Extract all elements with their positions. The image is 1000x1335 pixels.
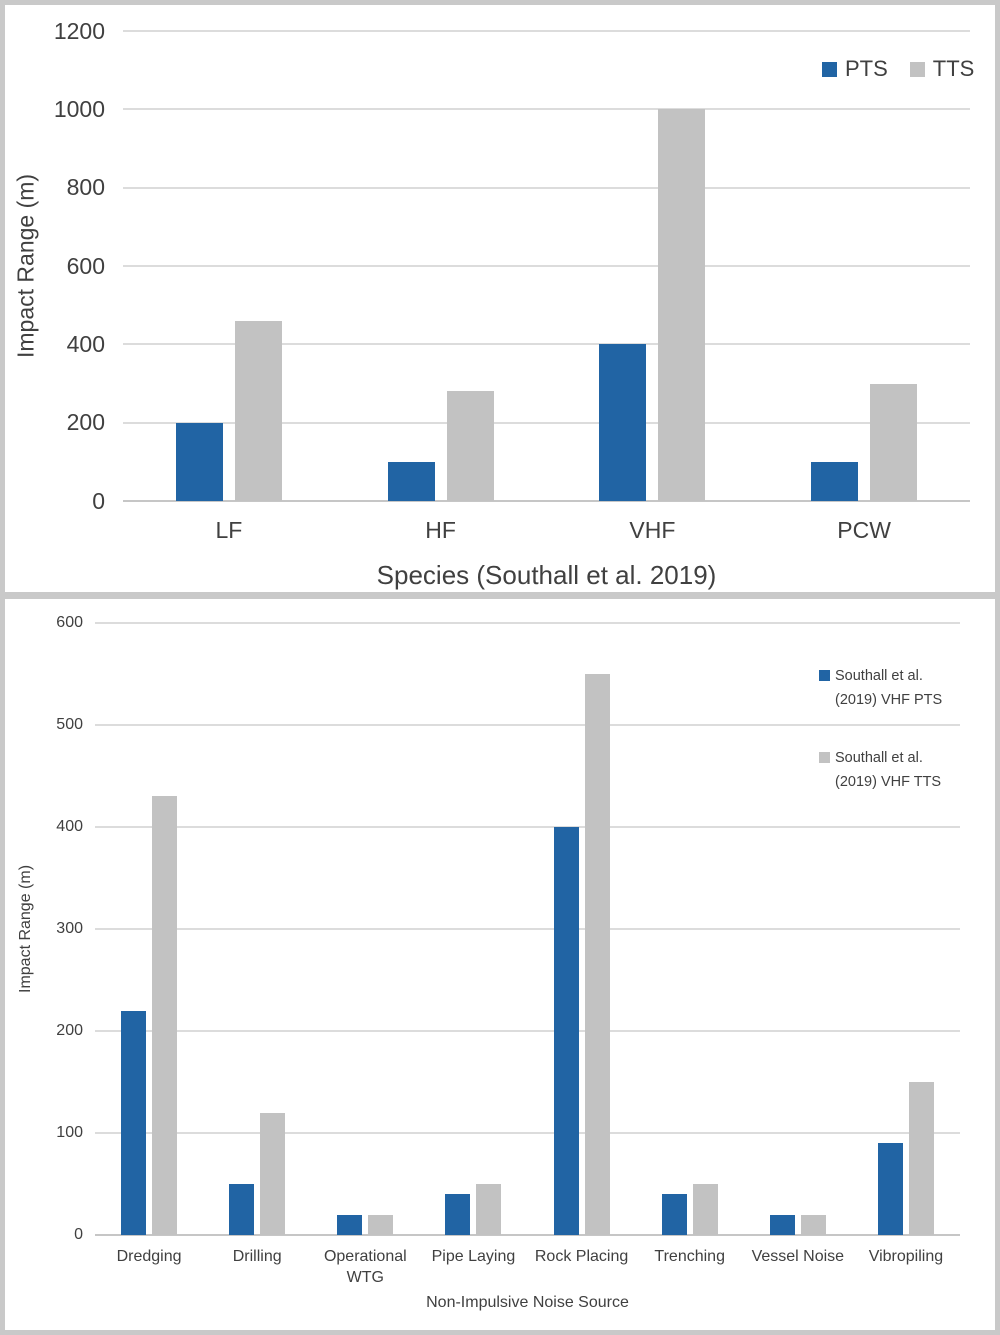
- legend-item-pts: PTS: [822, 56, 888, 82]
- legend-label-vhf-tts: Southall et al. (2019) VHF TTS: [835, 750, 942, 790]
- legend-item-vhf-pts: Southall et al. (2019) VHF PTS: [819, 664, 955, 712]
- legend-item-tts: TTS: [909, 56, 975, 82]
- bottom-chart-y-axis-title: Impact Range (m): [17, 864, 34, 994]
- vhf-tts-swatch-icon: [819, 752, 830, 763]
- pts-swatch-icon: [822, 61, 837, 77]
- vhf-pts-swatch-icon: [819, 670, 830, 681]
- bottom-chart-x-axis-title: Non-Impulsive Noise Source: [426, 1294, 629, 1311]
- bottom-chart-legend: Southall et al. (2019) VHF PTS Southall …: [819, 664, 955, 794]
- top-chart-x-axis-title: Species (Southall et al. 2019): [376, 560, 717, 590]
- legend-label-pts: PTS: [845, 56, 888, 81]
- top-chart-panel: [5, 5, 995, 592]
- top-chart-y-axis-title: Impact Range (m): [12, 173, 39, 359]
- legend-item-vhf-tts: Southall et al. (2019) VHF TTS: [819, 746, 955, 794]
- top-chart-legend: PTS TTS: [822, 56, 974, 82]
- legend-label-tts: TTS: [932, 56, 975, 81]
- legend-label-vhf-pts: Southall et al. (2019) VHF PTS: [835, 668, 943, 708]
- tts-swatch-icon: [909, 61, 925, 77]
